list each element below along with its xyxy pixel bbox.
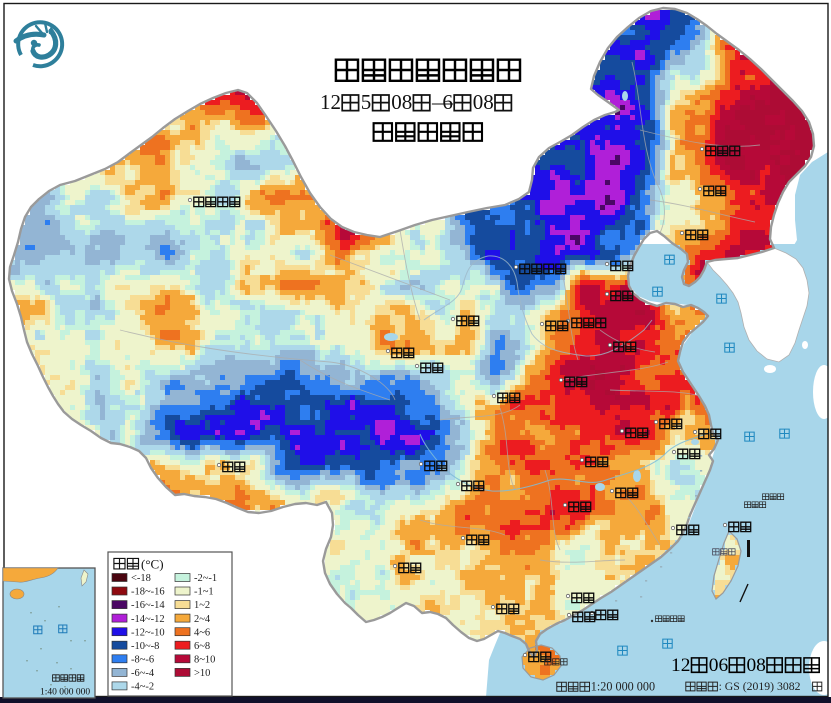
svg-text:08: 08 [746, 655, 765, 676]
svg-text:-1~1: -1~1 [194, 587, 214, 598]
svg-text:4~6: 4~6 [194, 627, 210, 638]
svg-text:1~2: 1~2 [194, 600, 210, 611]
svg-text:-12~-10: -12~-10 [131, 627, 165, 638]
svg-text:-4~-2: -4~-2 [131, 682, 154, 693]
svg-text:5: 5 [361, 90, 372, 114]
svg-text:-16~-14: -16~-14 [131, 600, 165, 611]
svg-text:—: — [431, 90, 454, 114]
svg-text:08: 08 [473, 90, 494, 114]
svg-text:8~10: 8~10 [194, 654, 215, 665]
svg-text:1:20 000 000: 1:20 000 000 [591, 679, 655, 693]
svg-text:: GS (2019) 3082: : GS (2019) 3082 [719, 680, 801, 693]
svg-text:>10: >10 [194, 668, 210, 679]
svg-text:-8~-6: -8~-6 [131, 654, 154, 665]
svg-text:6: 6 [442, 90, 453, 114]
svg-text:(°C): (°C) [141, 557, 164, 572]
svg-text:2~4: 2~4 [194, 614, 211, 625]
svg-text:-6~-4: -6~-4 [131, 668, 155, 679]
svg-text:12: 12 [320, 90, 341, 114]
svg-text:-10~-8: -10~-8 [131, 641, 159, 652]
svg-text:-14~-12: -14~-12 [131, 614, 165, 625]
svg-text:08: 08 [391, 90, 412, 114]
svg-text:12: 12 [671, 655, 690, 676]
svg-text:<-18: <-18 [131, 573, 151, 584]
svg-text:-2~-1: -2~-1 [194, 573, 217, 584]
svg-text:-18~-16: -18~-16 [131, 587, 165, 598]
svg-text:6~8: 6~8 [194, 641, 210, 652]
svg-text:1:40 000 000: 1:40 000 000 [40, 688, 90, 698]
svg-text:06: 06 [709, 655, 729, 676]
